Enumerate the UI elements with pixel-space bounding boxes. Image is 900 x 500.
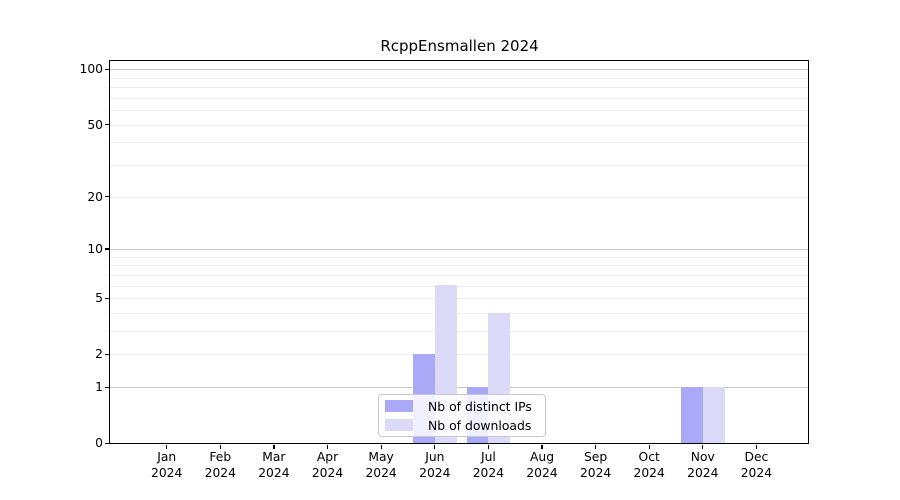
gridline-1 — [110, 387, 808, 389]
bar-nb-of-distinct-ips-nov — [681, 386, 703, 443]
x-tick-apr — [326, 444, 329, 450]
gridline-60 — [110, 110, 808, 112]
x-tick-may — [380, 444, 382, 450]
y-tick-label-0: 0 — [95, 436, 103, 451]
x-tick-jun — [434, 444, 436, 450]
gridline-7 — [110, 274, 808, 276]
gridline-4 — [110, 312, 808, 314]
y-tick-label-50: 50 — [87, 117, 103, 132]
legend-swatch-distinct-ips — [385, 400, 413, 412]
gridline-80 — [110, 87, 808, 89]
x-tick-nov — [702, 444, 704, 450]
x-tick-label-nov: Nov 2024 — [687, 450, 719, 480]
legend-item-downloads: Nb of downloads — [379, 416, 545, 435]
gridline-10 — [110, 249, 808, 250]
y-tick-5 — [104, 297, 110, 299]
y-tick-2 — [104, 353, 110, 355]
gridline-9 — [110, 256, 808, 258]
y-tick-label-5: 5 — [95, 291, 103, 306]
gridline-2 — [110, 354, 808, 356]
y-tick-50 — [104, 124, 110, 126]
x-tick-dec — [755, 444, 758, 450]
x-tick-label-jul: Jul 2024 — [472, 450, 505, 480]
gridline-30 — [110, 165, 808, 167]
legend-label-distinct-ips: Nb of distinct IPs — [428, 398, 532, 414]
x-tick-jan — [166, 444, 168, 450]
x-tick-oct — [648, 444, 650, 450]
legend: Nb of distinct IPs Nb of downloads — [378, 394, 546, 437]
x-tick-label-aug: Aug 2024 — [526, 450, 558, 480]
chart-title: RcppEnsmallen 2024 — [380, 37, 539, 55]
bar-nb-of-downloads-nov — [702, 386, 725, 443]
x-tick-label-dec: Dec 2024 — [740, 450, 773, 480]
x-tick-aug — [541, 444, 543, 450]
gridline-6 — [110, 285, 808, 287]
gridline-40 — [110, 142, 808, 144]
gridline-8 — [110, 265, 808, 267]
y-tick-10 — [104, 248, 110, 250]
y-tick-label-2: 2 — [95, 347, 103, 362]
legend-item-distinct-ips: Nb of distinct IPs — [379, 397, 545, 416]
x-tick-jul — [487, 444, 490, 450]
gridline-90 — [110, 77, 808, 79]
y-tick-label-1: 1 — [95, 380, 103, 395]
gridline-5 — [110, 298, 808, 300]
x-tick-label-apr: Apr 2024 — [311, 450, 344, 480]
x-tick-feb — [219, 444, 221, 450]
x-tick-label-mar: Mar 2024 — [258, 450, 290, 480]
gridline-50 — [110, 124, 808, 126]
x-tick-label-jun: Jun 2024 — [419, 450, 451, 480]
x-tick-mar — [273, 444, 275, 450]
y-tick-20 — [104, 196, 110, 198]
y-tick-label-100: 100 — [79, 62, 103, 77]
x-tick-label-may: May 2024 — [365, 450, 397, 480]
gridline-70 — [110, 97, 808, 99]
legend-label-downloads: Nb of downloads — [428, 417, 532, 433]
x-tick-label-sep: Sep 2024 — [579, 450, 612, 480]
y-tick-100 — [104, 68, 110, 71]
legend-swatch-downloads — [385, 419, 413, 431]
x-tick-label-oct: Oct 2024 — [633, 450, 665, 480]
x-tick-label-jan: Jan 2024 — [151, 450, 183, 480]
x-tick-sep — [595, 444, 597, 450]
gridline-3 — [110, 331, 808, 332]
y-tick-0 — [104, 442, 110, 444]
plot-area — [109, 60, 809, 444]
y-tick-label-20: 20 — [87, 189, 103, 204]
gridline-20 — [110, 196, 808, 198]
y-tick-label-10: 10 — [87, 242, 103, 256]
x-tick-label-feb: Feb 2024 — [204, 450, 236, 480]
y-tick-1 — [104, 386, 110, 388]
gridline-100 — [110, 69, 808, 71]
